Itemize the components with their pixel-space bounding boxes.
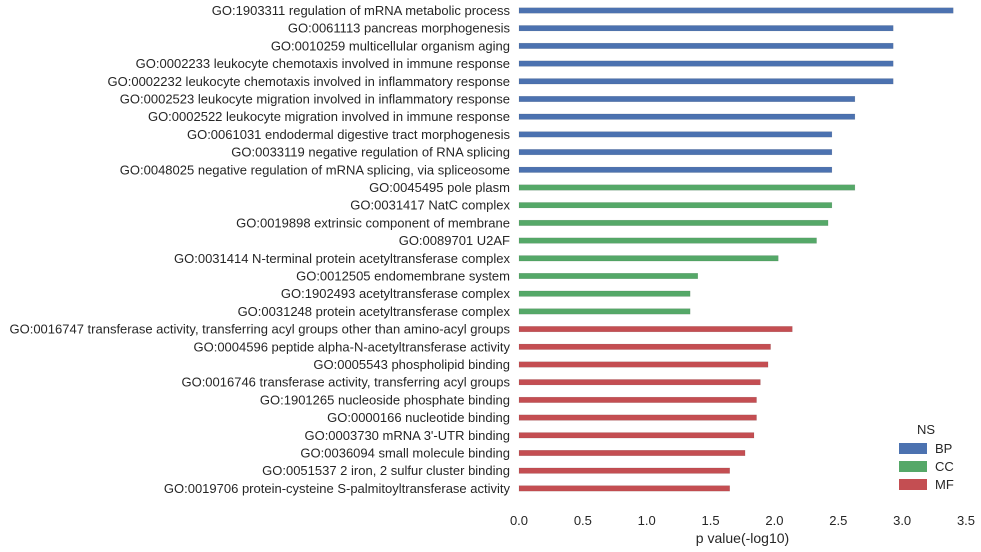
legend-label-mf: MF xyxy=(935,477,954,492)
x-axis: 0.0 0.5 1.0 1.5 2.0 2.5 3.0 3.5 xyxy=(510,513,975,528)
bar-mf xyxy=(518,432,755,439)
term-label: GO:1902493 acetyltransferase complex xyxy=(281,286,511,301)
bar-bp xyxy=(518,7,954,14)
bar-bp xyxy=(518,131,833,138)
term-label: GO:0002233 leukocyte chemotaxis involved… xyxy=(136,56,510,71)
bar-bp xyxy=(518,60,894,67)
bar-bp xyxy=(518,96,856,102)
term-label: GO:0031417 NatC complex xyxy=(350,198,510,213)
x-axis-label: p value(-log10) xyxy=(696,530,789,546)
bar-bp xyxy=(518,113,856,120)
legend-title: NS xyxy=(917,422,935,437)
term-labels-layer: GO:1903311 regulation of mRNA metabolic … xyxy=(9,3,510,496)
bar-mf xyxy=(518,396,757,403)
x-tick-label: 0.0 xyxy=(510,513,528,528)
term-label: GO:0003730 mRNA 3'-UTR binding xyxy=(304,428,510,443)
x-tick-label: 1.5 xyxy=(702,513,720,528)
term-label: GO:1901265 nucleoside phosphate binding xyxy=(260,392,510,407)
term-label: GO:0031248 protein acetyltransferase com… xyxy=(238,304,511,319)
term-label: GO:0002522 leukocyte migration involved … xyxy=(148,109,510,124)
x-tick-label: 3.0 xyxy=(893,513,911,528)
bar-mf xyxy=(518,467,730,474)
bar-mf xyxy=(518,361,769,368)
bar-mf xyxy=(518,343,771,350)
legend: NS BP CC MF xyxy=(899,422,954,492)
term-label: GO:0002232 leukocyte chemotaxis involved… xyxy=(108,74,511,89)
term-label: GO:0004596 peptide alpha-N-acetyltransfe… xyxy=(193,339,510,354)
x-tick-label: 2.5 xyxy=(829,513,847,528)
term-label: GO:0016746 transferase activity, transfe… xyxy=(181,375,510,390)
term-label: GO:0036094 small molecule binding xyxy=(300,446,510,461)
term-label: GO:0061113 pancreas morphogenesis xyxy=(288,21,511,36)
x-tick-label: 2.0 xyxy=(765,513,783,528)
bar-bp xyxy=(518,78,894,85)
bar-bp xyxy=(518,166,833,173)
bar-cc xyxy=(518,255,779,262)
legend-swatch-mf xyxy=(899,479,927,490)
bar-mf xyxy=(518,414,757,421)
term-label: GO:0019706 protein-cysteine S-palmitoylt… xyxy=(164,481,511,496)
bar-cc xyxy=(518,308,691,315)
term-label: GO:0061031 endodermal digestive tract mo… xyxy=(187,127,511,142)
bar-cc xyxy=(518,290,691,297)
term-label: GO:0048025 negative regulation of mRNA s… xyxy=(120,162,510,177)
term-label: GO:0005543 phospholipid binding xyxy=(313,357,510,372)
term-label: GO:0031414 N-terminal protein acetyltran… xyxy=(174,251,510,266)
x-tick-label: 3.5 xyxy=(957,513,975,528)
x-tick-label: 1.0 xyxy=(638,513,656,528)
bar-cc xyxy=(518,202,833,209)
bar-cc xyxy=(518,237,817,244)
bar-bp xyxy=(518,149,833,156)
bar-mf xyxy=(518,485,730,492)
term-label: GO:0019898 extrinsic component of membra… xyxy=(236,215,510,230)
bar-cc xyxy=(518,184,856,191)
bar-bp xyxy=(518,42,894,49)
bar-mf xyxy=(518,379,761,386)
term-label: GO:0016747 transferase activity, transfe… xyxy=(9,322,510,337)
term-label: GO:0045495 pole plasm xyxy=(369,180,510,195)
term-label: GO:1903311 regulation of mRNA metabolic … xyxy=(212,3,511,18)
legend-swatch-cc xyxy=(899,461,927,472)
legend-label-cc: CC xyxy=(935,459,954,474)
bar-cc xyxy=(518,219,829,226)
term-label: GO:0002523 leukocyte migration involved … xyxy=(120,92,510,107)
bars-layer xyxy=(518,7,954,492)
bar-mf xyxy=(518,450,746,456)
term-label: GO:0033119 negative regulation of RNA sp… xyxy=(231,145,510,160)
term-label: GO:0012505 endomembrane system xyxy=(296,269,510,284)
bar-mf xyxy=(518,326,793,333)
legend-label-bp: BP xyxy=(935,441,952,456)
x-tick-label: 0.5 xyxy=(574,513,592,528)
term-label: GO:0000166 nucleotide binding xyxy=(327,410,510,425)
term-label: GO:0051537 2 iron, 2 sulfur cluster bind… xyxy=(262,463,510,478)
legend-swatch-bp xyxy=(899,443,927,454)
term-label: GO:0010259 multicellular organism aging xyxy=(271,38,510,53)
bar-bp xyxy=(518,25,894,32)
bar-cc xyxy=(518,273,699,279)
term-label: GO:0089701 U2AF xyxy=(399,233,510,248)
